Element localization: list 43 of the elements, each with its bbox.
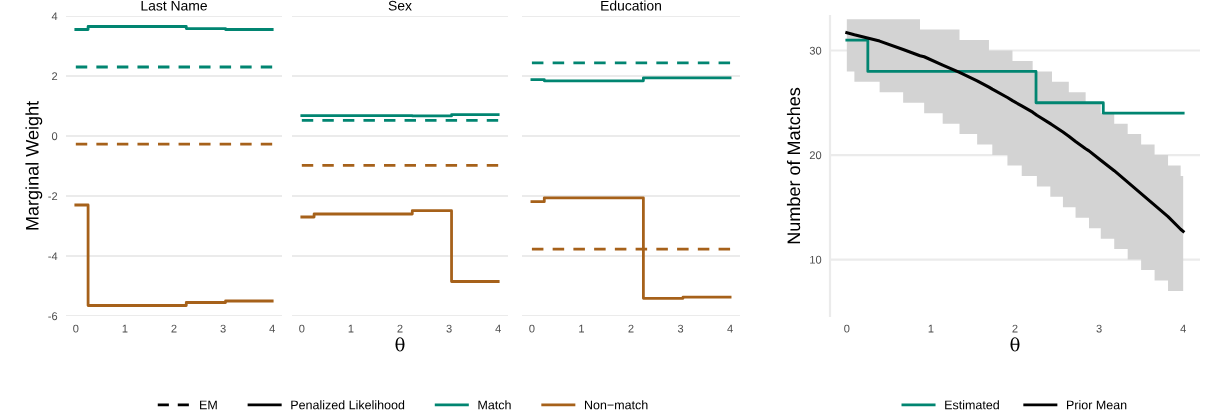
x-axis-title: θ [1010,337,1020,352]
y-axis-title: Number of Matches [786,87,801,244]
x-tick-label: 2 [1012,324,1018,333]
legend-label: Estimated [945,400,999,410]
legend-label: Non−match [584,400,648,410]
x-tick-label: 4 [495,324,501,333]
chart-title: Education [601,0,661,11]
y-tick-label: 2 [52,72,58,81]
x-tick-label: 0 [299,324,305,333]
x-tick-label: 1 [928,324,934,333]
x-tick-label: 0 [844,324,850,333]
x-axis-title: θ [395,337,405,352]
chart-title: Last Name [141,0,207,11]
y-tick-label: 30 [809,46,822,55]
x-tick-label: 0 [529,324,535,333]
y-tick-label: 10 [810,255,822,264]
y-tick-label: -2 [48,192,58,201]
y-tick-label: -6 [48,312,58,321]
x-tick-label: 0 [73,324,79,333]
x-tick-label: 1 [348,324,354,333]
y-tick-label: 0 [51,132,58,141]
x-tick-label: 4 [1180,324,1186,333]
x-tick-label: 3 [1096,324,1102,333]
y-tick-label: 4 [51,12,58,21]
x-tick-label: 2 [628,324,634,333]
x-tick-label: 2 [171,324,177,333]
legend-label: Prior Mean [1067,400,1127,410]
y-tick-label: -4 [48,252,58,261]
legend-label: EM [200,400,217,410]
x-tick-label: 1 [122,324,128,333]
x-tick-label: 3 [220,324,226,333]
legend-label: Match [478,400,511,410]
y-axis-title: Marginal Weight [25,101,43,230]
x-tick-label: 3 [446,324,452,333]
chart-title: Sex [388,0,412,11]
y-tick-label: 20 [809,151,822,160]
x-tick-label: 1 [579,324,584,333]
x-tick-label: 4 [727,324,733,333]
x-tick-label: 2 [397,324,403,333]
legend-label: Penalized Likelihood [291,400,405,410]
x-tick-label: 4 [269,324,275,333]
line-series [845,31,1185,233]
x-tick-label: 3 [677,324,684,333]
